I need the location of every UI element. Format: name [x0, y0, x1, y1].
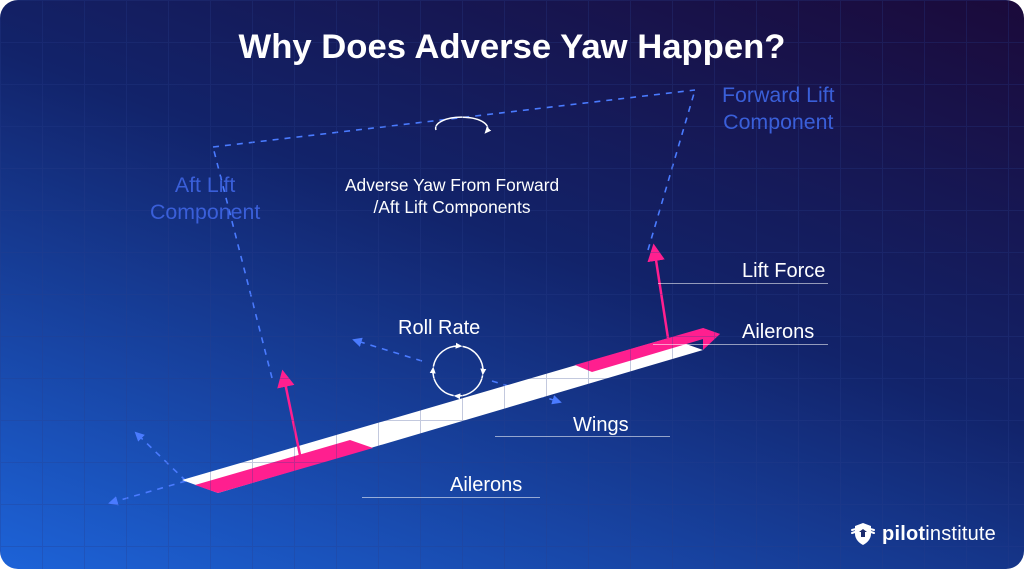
label-wings: Wings — [573, 413, 629, 438]
wing-group — [182, 328, 720, 493]
dashed-lines-group — [110, 90, 695, 503]
roll-arc — [462, 346, 483, 373]
label-aft-lift: Aft Lift Component — [150, 172, 260, 225]
logo-text-bold: pilot — [882, 523, 925, 545]
label-ailerons-right: Ailerons — [742, 320, 814, 345]
dashed-extend-left — [110, 481, 186, 503]
roll-arc — [433, 346, 460, 367]
lift-arrow-left — [283, 373, 300, 455]
dashed-mid-left — [354, 340, 422, 361]
logo-text: pilotinstitute — [882, 523, 996, 546]
diagram-canvas: Why Does Adverse Yaw Happen? Forward Lif… — [0, 0, 1024, 569]
logo-text-thin: institute — [925, 523, 996, 545]
lift-arrow-right — [654, 247, 668, 338]
roll-arc — [456, 375, 483, 396]
dashed-top — [213, 90, 695, 147]
label-forward-lift: Forward Lift Component — [722, 82, 835, 135]
label-lift-force: Lift Force — [742, 259, 825, 284]
roll-rate-icon — [433, 346, 483, 396]
label-ailerons-left: Ailerons — [450, 473, 522, 498]
dashed-right-up — [648, 90, 695, 250]
shield-wings-icon — [850, 521, 876, 547]
aileron-left — [195, 440, 373, 493]
label-roll-rate: Roll Rate — [398, 316, 480, 341]
logo-pilotinstitute: pilotinstitute — [850, 521, 996, 547]
roll-arc — [433, 369, 454, 396]
leader-line — [658, 283, 828, 284]
leader-line — [653, 344, 828, 345]
dashed-extend-left-up — [136, 433, 186, 481]
leader-line — [362, 497, 540, 498]
leader-line — [495, 436, 670, 437]
page-title: Why Does Adverse Yaw Happen? — [0, 28, 1024, 67]
aileron-right-tip — [703, 328, 720, 350]
label-adverse-yaw: Adverse Yaw From Forward /Aft Lift Compo… — [345, 175, 559, 218]
